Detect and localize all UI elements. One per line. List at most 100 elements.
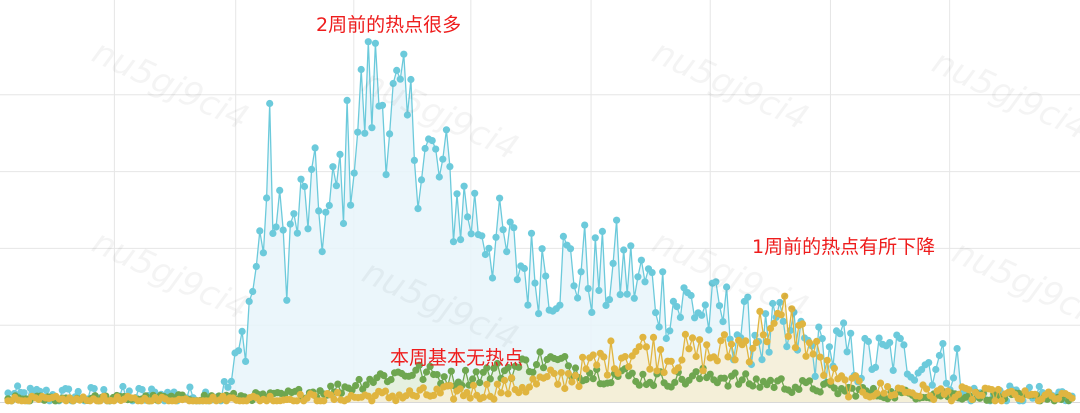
data-point [871, 363, 880, 371]
data-point [600, 353, 608, 361]
data-point [691, 314, 699, 322]
data-point [571, 371, 580, 380]
series-1 [4, 292, 1076, 405]
data-point [529, 368, 537, 376]
data-point [456, 385, 464, 393]
data-point [469, 375, 477, 383]
data-point [639, 370, 647, 378]
data-point [659, 268, 667, 276]
data-point [382, 171, 390, 179]
data-point [607, 337, 615, 345]
data-point [669, 297, 678, 305]
data-point [623, 290, 631, 298]
data-point [637, 256, 646, 264]
data-point [14, 382, 22, 390]
data-point [937, 385, 945, 393]
data-point [788, 388, 796, 397]
data-point [311, 144, 319, 152]
data-point [259, 249, 267, 257]
data-point [692, 368, 700, 376]
data-point [336, 150, 344, 158]
data-point [752, 339, 760, 347]
data-point [430, 391, 438, 399]
data-point [925, 359, 933, 367]
data-point [531, 279, 539, 287]
series-layer [4, 38, 1076, 405]
data-point [766, 376, 775, 384]
data-point [310, 391, 318, 399]
data-point [304, 225, 312, 233]
data-point [1031, 390, 1039, 398]
data-point [652, 309, 660, 317]
data-point [322, 208, 330, 216]
data-point [609, 259, 617, 267]
data-point [813, 337, 821, 345]
data-point [485, 244, 493, 252]
data-point [352, 382, 360, 390]
data-point [371, 39, 379, 47]
data-point [364, 38, 372, 46]
data-point [469, 381, 478, 389]
data-point [742, 337, 750, 345]
data-point [642, 343, 651, 351]
data-point [354, 128, 362, 136]
data-point [279, 226, 287, 234]
data-point [884, 383, 892, 391]
data-point [90, 385, 98, 393]
data-point [749, 382, 757, 390]
data-point [417, 176, 426, 184]
data-point [625, 363, 633, 371]
data-point [368, 397, 376, 405]
data-point [676, 313, 685, 321]
data-point [602, 301, 610, 309]
data-point [701, 301, 709, 309]
data-point [852, 372, 860, 380]
data-point [571, 364, 580, 372]
data-point [783, 343, 791, 351]
data-point [568, 378, 576, 386]
data-point [776, 298, 784, 307]
data-point [504, 363, 512, 372]
data-point [840, 319, 848, 327]
data-point [591, 234, 599, 242]
data-point [699, 367, 707, 375]
data-point [564, 362, 573, 370]
data-point [579, 353, 587, 361]
data-point [864, 337, 873, 346]
data-point [815, 323, 823, 331]
data-point [731, 369, 739, 377]
data-point [749, 344, 757, 352]
data-point [300, 182, 309, 191]
data-point [1035, 382, 1043, 391]
data-point [830, 364, 839, 372]
data-point [649, 333, 658, 341]
data-point [678, 356, 686, 364]
data-point [457, 236, 465, 244]
data-point [392, 397, 400, 405]
data-point [500, 376, 509, 384]
data-point [910, 376, 919, 384]
data-point [350, 169, 358, 177]
data-point [332, 182, 340, 190]
data-point [450, 395, 458, 403]
data-point [414, 205, 422, 213]
data-point [419, 375, 427, 384]
data-point [334, 380, 342, 388]
data-point [42, 386, 50, 394]
data-point [339, 219, 348, 228]
data-point [603, 371, 612, 379]
data-point [536, 348, 544, 356]
data-point [449, 238, 458, 246]
data-point [532, 361, 541, 369]
data-point [467, 230, 475, 238]
data-point [724, 382, 732, 390]
data-point [74, 387, 82, 396]
data-point [440, 373, 448, 381]
data-point [816, 388, 824, 396]
data-point [723, 283, 731, 291]
data-point [296, 390, 304, 399]
data-point [447, 367, 455, 375]
data-point [641, 278, 649, 286]
data-point [396, 75, 404, 83]
